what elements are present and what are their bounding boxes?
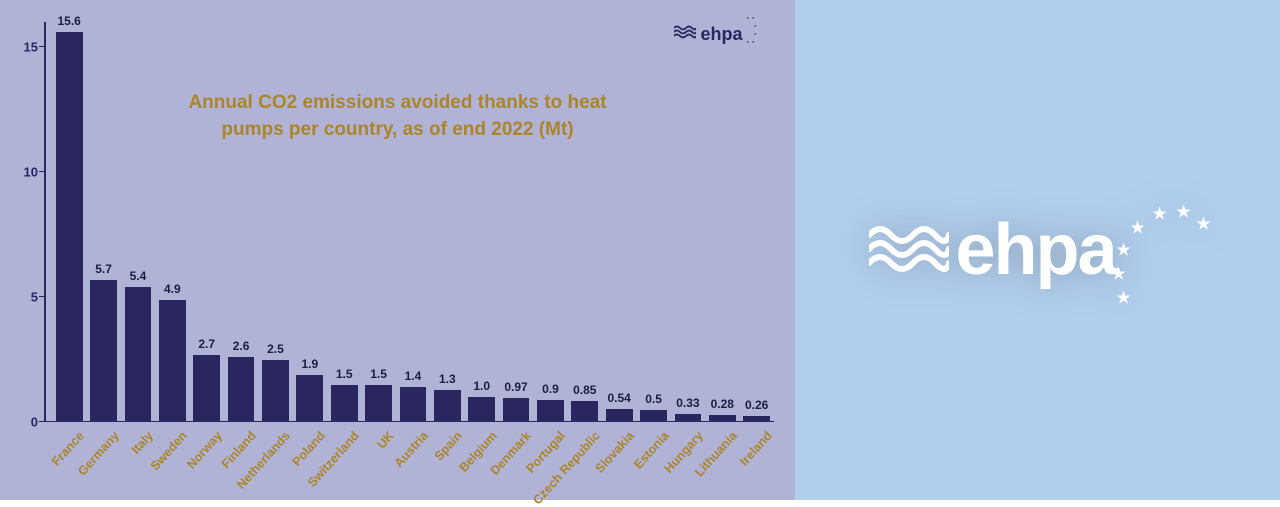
bar-slot: 2.5Netherlands — [258, 342, 292, 423]
plot-area: 051015 15.6France5.7Germany5.4Italy4.9Sw… — [44, 22, 774, 422]
bar — [675, 414, 702, 422]
bar — [125, 287, 152, 422]
bar — [743, 416, 770, 423]
bar-slot: 0.28Lithuania — [705, 397, 739, 422]
bar-slot: 2.6Finland — [224, 339, 258, 422]
bar — [193, 355, 220, 423]
bar-slot: 4.9Sweden — [155, 282, 189, 423]
bar-slot: 0.54Slovakia — [602, 391, 636, 423]
bar-category-label: Norway — [179, 425, 224, 472]
bar-value-label: 0.85 — [573, 383, 596, 397]
bar — [571, 401, 598, 422]
bar — [709, 415, 736, 422]
bar-value-label: 5.7 — [95, 262, 112, 276]
bar — [262, 360, 289, 423]
bar-slot: 0.97Denmark — [499, 380, 533, 422]
bar-value-label: 1.3 — [439, 372, 456, 386]
wave-icon-large — [869, 223, 949, 278]
star-icon: ★ — [1110, 264, 1126, 285]
bar-value-label: 1.4 — [405, 369, 422, 383]
star-arc: ★★★★★★★ — [1116, 190, 1206, 310]
bar-slot: 5.4Italy — [121, 269, 155, 422]
bar-slot: 1.5Switzerland — [327, 367, 361, 423]
bar-value-label: 4.9 — [164, 282, 181, 296]
y-tick-mark — [39, 171, 44, 173]
bar-slot: 1.9Poland — [293, 357, 327, 423]
y-tick-label: 0 — [18, 415, 38, 430]
bar — [468, 397, 495, 422]
bar-value-label: 2.5 — [267, 342, 284, 356]
bar-value-label: 2.7 — [198, 337, 215, 351]
y-tick-mark — [39, 296, 44, 298]
bar-value-label: 1.5 — [336, 367, 353, 381]
bar-value-label: 0.33 — [676, 396, 699, 410]
bar — [90, 280, 117, 423]
bar-slot: 5.7Germany — [86, 262, 120, 423]
bar-value-label: 0.26 — [745, 398, 768, 412]
bar-slot: 0.33Hungary — [671, 396, 705, 422]
y-axis — [44, 22, 46, 422]
logo-text-large: ehpa — [955, 209, 1115, 291]
bar-slot: 0.26Ireland — [740, 398, 774, 423]
bar-value-label: 2.6 — [233, 339, 250, 353]
bar-value-label: 1.9 — [301, 357, 318, 371]
bar-value-label: 15.6 — [58, 14, 81, 28]
bar-slot: 0.9Portugal — [533, 382, 567, 423]
bar-category-label: Sweden — [144, 425, 190, 473]
bar-value-label: 1.0 — [473, 379, 490, 393]
y-tick-mark — [39, 421, 44, 423]
logo-panel: ehpa ★★★★★★★ — [795, 0, 1280, 500]
bar-value-label: 0.28 — [711, 397, 734, 411]
bar — [537, 400, 564, 423]
y-tick-label: 15 — [18, 40, 38, 55]
y-tick-label: 5 — [18, 290, 38, 305]
bar-value-label: 0.5 — [645, 392, 662, 406]
bar-slot: 1.0Belgium — [465, 379, 499, 422]
bar-slot: 1.3Spain — [430, 372, 464, 423]
bar-value-label: 0.9 — [542, 382, 559, 396]
star-icon: ★ — [1195, 214, 1211, 235]
bar — [56, 32, 83, 422]
star-icon: ★ — [1115, 240, 1131, 261]
bar — [503, 398, 530, 422]
bar-slot: 1.5UK — [361, 367, 395, 423]
bar-value-label: 0.54 — [608, 391, 631, 405]
bar — [365, 385, 392, 423]
bar-slot: 0.5Estonia — [636, 392, 670, 423]
bar-slot: 15.6France — [52, 14, 86, 422]
bar — [331, 385, 358, 423]
bar-category-label: UK — [369, 425, 396, 452]
bar — [228, 357, 255, 422]
y-tick-mark — [39, 46, 44, 48]
star-icon: ★ — [1151, 204, 1167, 225]
bar-category-label: Austria — [387, 425, 431, 470]
bar — [400, 387, 427, 422]
bars-container: 15.6France5.7Germany5.4Italy4.9Sweden2.7… — [52, 22, 774, 422]
star-icon: ★ — [1175, 202, 1191, 223]
big-logo: ehpa ★★★★★★★ — [869, 190, 1205, 310]
bar-slot: 1.4Austria — [396, 369, 430, 422]
bar-slot: 0.85Czech Republic — [568, 383, 602, 422]
star-icon: ★ — [1129, 218, 1145, 239]
bar-slot: 2.7Norway — [190, 337, 224, 423]
bar — [640, 410, 667, 423]
star-icon: ★ — [1115, 288, 1131, 309]
bar-category-label: Ireland — [732, 425, 774, 469]
bar — [159, 300, 186, 423]
bar-value-label: 5.4 — [130, 269, 147, 283]
bar — [606, 409, 633, 423]
chart-panel: ehpa · · · ·· · Annual CO2 emissions avo… — [0, 0, 795, 500]
bar — [434, 390, 461, 423]
y-tick-label: 10 — [18, 165, 38, 180]
bar — [296, 375, 323, 423]
bar-value-label: 1.5 — [370, 367, 387, 381]
bar-value-label: 0.97 — [504, 380, 527, 394]
